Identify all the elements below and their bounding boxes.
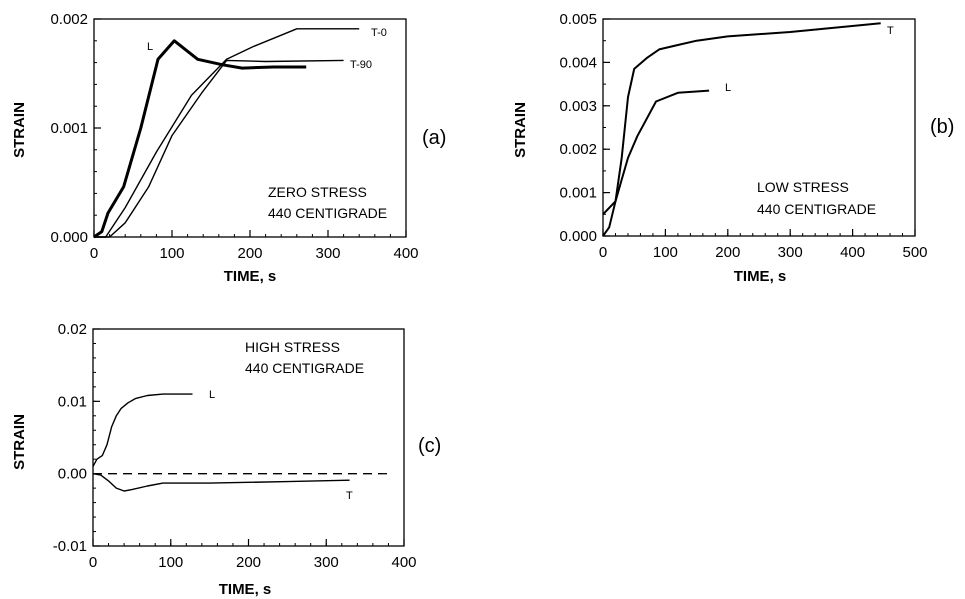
panel-a: STRAIN TIME, s ZERO STRESS 440 CENTIGRAD…	[11, 11, 446, 285]
y-tick-label: 0.000	[50, 229, 88, 246]
x-tick-label: 100	[653, 244, 678, 261]
x-tick-label: 100	[159, 245, 184, 262]
panel-c-label: (c)	[418, 435, 441, 457]
y-tick-label: 0.001	[50, 120, 88, 137]
y-tick-label: 0.000	[559, 228, 597, 245]
x-tick-label: 300	[315, 245, 340, 262]
panel-b: STRAIN TIME, s LOW STRESS 440 CENTIGRADE…	[512, 11, 954, 285]
x-tick-label: 0	[90, 245, 98, 262]
series-label-T-0: T-0	[371, 27, 387, 39]
x-tick-label: 400	[840, 244, 865, 261]
x-tick-label: 500	[902, 244, 927, 261]
x-tick-label: 100	[158, 554, 183, 571]
panel-a-label: (a)	[422, 127, 446, 149]
series-line-l	[93, 39, 307, 239]
y-tick-label: 0.00	[58, 466, 87, 483]
y-tick-label: 0.002	[559, 141, 597, 158]
panel-c-annotation-1: HIGH STRESS	[245, 339, 340, 355]
panel-a-annotation-2: 440 CENTIGRADE	[268, 205, 387, 221]
series-label-T: T	[887, 25, 894, 37]
y-tick-label: -0.01	[53, 538, 87, 555]
series-label-L: L	[147, 41, 153, 53]
series-line-t-0	[94, 28, 360, 238]
y-tick-label: 0.01	[58, 393, 87, 410]
series-line-t-90	[94, 59, 344, 238]
x-tick-label: 300	[314, 554, 339, 571]
y-tick-label: 0.002	[50, 11, 88, 28]
series-label-L: L	[725, 82, 731, 94]
series-label-T-90: T-90	[350, 59, 372, 71]
y-tick-label: 0.005	[559, 11, 597, 28]
y-tick-label: 0.004	[559, 54, 597, 71]
panel-c: STRAIN TIME, s HIGH STRESS 440 CENTIGRAD…	[11, 321, 441, 598]
panel-a-xlabel: TIME, s	[224, 268, 277, 285]
x-tick-label: 200	[237, 245, 262, 262]
x-tick-label: 400	[391, 554, 416, 571]
panel-b-xlabel: TIME, s	[734, 268, 787, 285]
panel-b-ylabel: STRAIN	[512, 102, 529, 158]
series-label-T: T	[346, 490, 353, 502]
x-tick-label: 400	[393, 245, 418, 262]
panel-a-annotation-1: ZERO STRESS	[268, 184, 367, 200]
series-line-l	[92, 393, 193, 467]
x-tick-label: 0	[599, 244, 607, 261]
x-tick-label: 200	[715, 244, 740, 261]
panel-b-annotation-1: LOW STRESS	[757, 179, 849, 195]
y-tick-label: 0.02	[58, 321, 87, 338]
panel-a-ylabel: STRAIN	[11, 102, 28, 158]
panel-c-xlabel: TIME, s	[219, 581, 272, 598]
x-tick-label: 300	[778, 244, 803, 261]
series-label-L: L	[209, 389, 215, 401]
panel-b-label: (b)	[930, 116, 954, 138]
panel-c-annotation-2: 440 CENTIGRADE	[245, 360, 364, 376]
x-tick-label: 0	[89, 554, 97, 571]
series-line-l	[602, 89, 710, 215]
panel-b-annotation-2: 440 CENTIGRADE	[757, 201, 876, 217]
series-line-t	[92, 473, 350, 492]
x-tick-label: 200	[236, 554, 261, 571]
y-tick-label: 0.001	[559, 185, 597, 202]
panel-c-ylabel: STRAIN	[11, 414, 28, 470]
y-tick-label: 0.003	[559, 98, 597, 115]
